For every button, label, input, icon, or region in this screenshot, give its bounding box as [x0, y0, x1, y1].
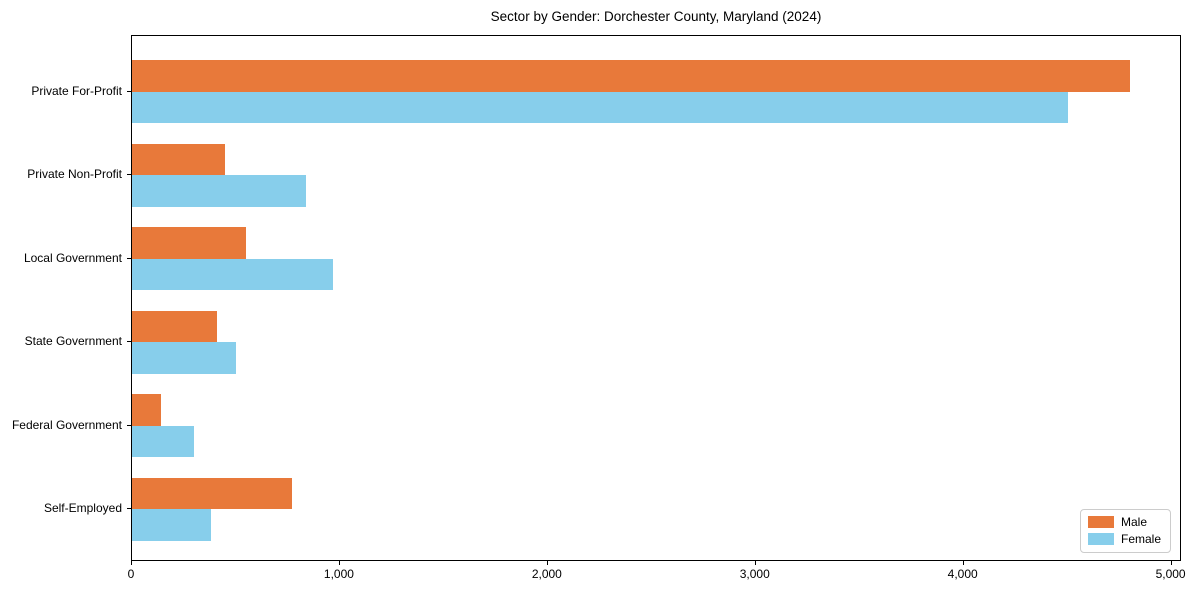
ytick-mark	[127, 257, 131, 259]
legend-label: Male	[1120, 515, 1147, 529]
bar-female	[132, 342, 236, 374]
bar-male	[132, 227, 247, 259]
xtick-label: 0	[127, 567, 135, 581]
xtick-mark	[962, 561, 964, 565]
ytick-label: Private For-Profit	[31, 83, 122, 98]
xtick-label: 4,000	[947, 567, 978, 581]
xtick-label: 2,000	[531, 567, 562, 581]
legend-label: Female	[1120, 532, 1161, 546]
bar-female	[132, 175, 307, 207]
xtick-mark	[754, 561, 756, 565]
legend-item: Male	[1087, 515, 1161, 529]
ytick-mark	[127, 424, 131, 426]
ytick-mark	[127, 508, 131, 509]
ytick-label: State Government	[24, 334, 122, 348]
ytick-label: Local Government	[23, 250, 122, 265]
bar-male	[132, 394, 162, 426]
legend-swatch-female	[1087, 533, 1114, 545]
bar-male	[132, 60, 1131, 92]
bar-female	[132, 509, 211, 541]
legend: Male Female	[1079, 509, 1171, 553]
y-axis-labels: Private For-Profit Private Non-Profit Loca…	[0, 35, 122, 561]
chart-title: Sector by Gender: Dorchester County, Mar…	[490, 9, 822, 24]
xtick-mark	[131, 561, 132, 565]
ytick-mark	[127, 341, 131, 342]
xtick-label: 5,000	[1155, 567, 1186, 581]
bar-male	[132, 477, 292, 509]
legend-item: Female	[1087, 532, 1161, 546]
ytick-mark	[127, 90, 131, 92]
ytick-label: Self-Employed	[43, 501, 122, 515]
xtick-mark	[1170, 561, 1172, 565]
plot-area: Male Female	[131, 35, 1181, 561]
bar-male	[132, 310, 218, 342]
ytick-label: Federal Government	[11, 417, 122, 432]
xtick-label: 3,000	[739, 567, 770, 581]
ytick-mark	[127, 174, 131, 175]
bar-male	[132, 143, 226, 175]
ytick-label: Private Non-Profit	[27, 167, 122, 181]
bar-female	[132, 258, 334, 290]
xtick-mark	[338, 561, 340, 565]
xtick-label: 1,000	[323, 567, 354, 581]
bar-female	[132, 425, 195, 457]
bar-female	[132, 91, 1068, 123]
legend-swatch-male	[1087, 516, 1114, 528]
xtick-mark	[546, 561, 548, 565]
